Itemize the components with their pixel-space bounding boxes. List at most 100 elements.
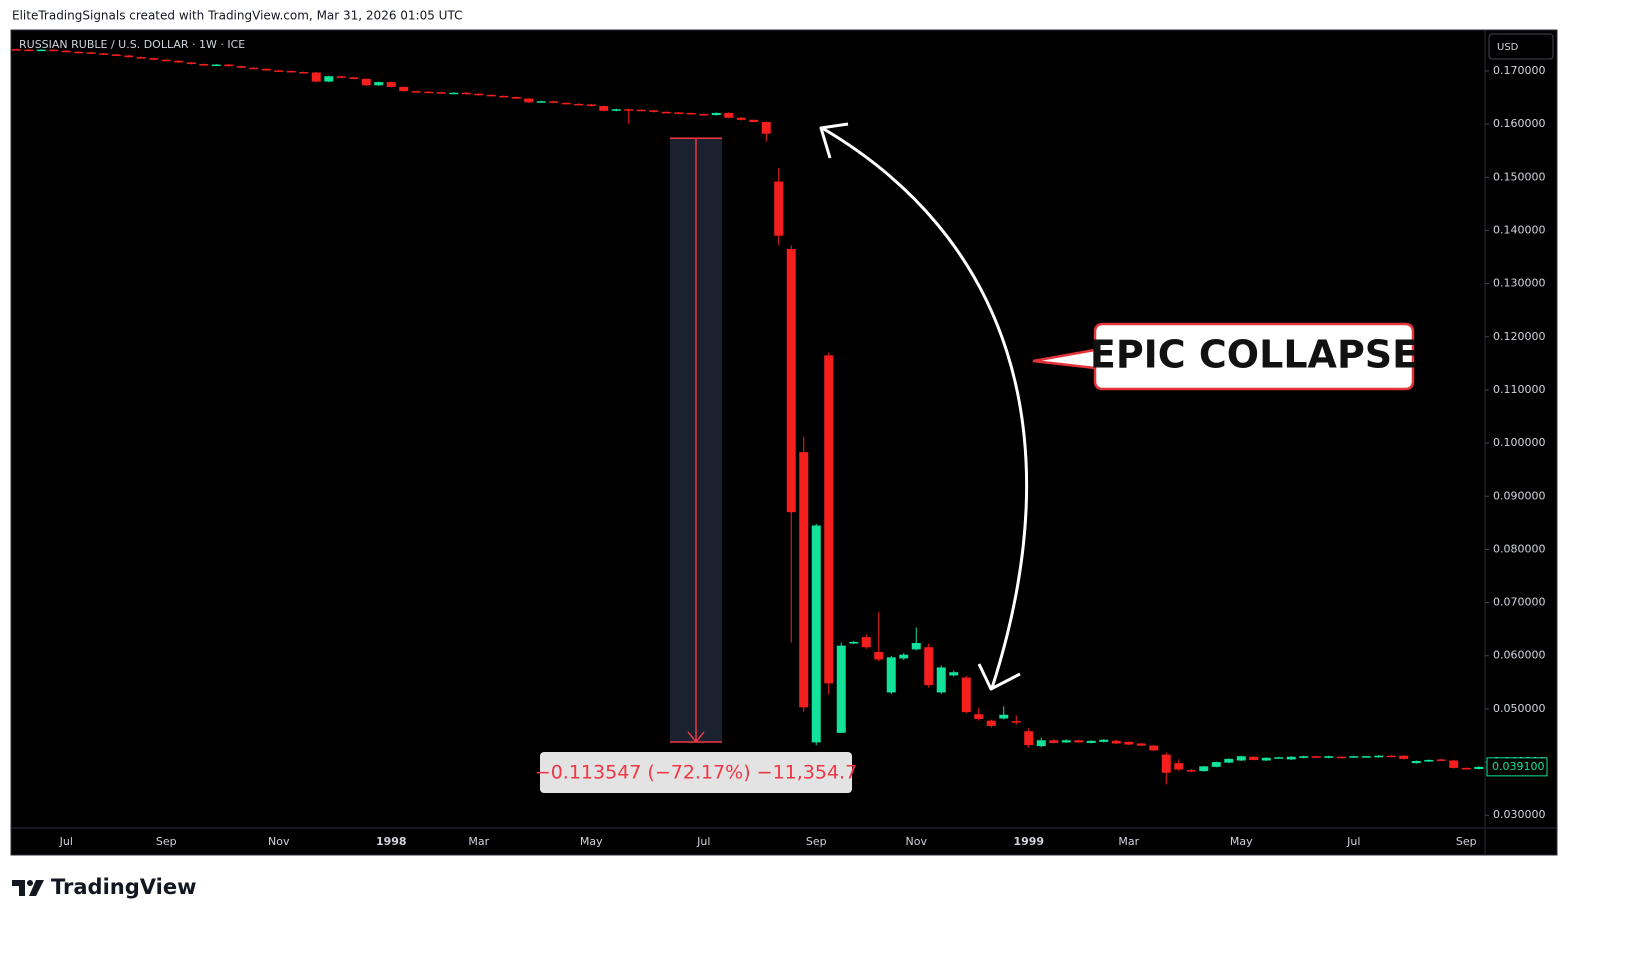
candle-body [924, 647, 934, 685]
y-tick-label: 0.060000 [1493, 649, 1546, 662]
candle-body [761, 121, 771, 134]
candle-body [961, 677, 971, 713]
x-tick-label: 1998 [376, 835, 407, 848]
candle-body [749, 119, 759, 122]
candle-body [1024, 731, 1034, 746]
x-tick-label: May [580, 835, 603, 848]
measure-label: −0.113547 (−72.17%) −11,354.7 [535, 762, 857, 784]
credit: EliteTradingSignals created with Trading… [12, 9, 462, 23]
candle-body [1149, 745, 1159, 751]
candle-body [999, 714, 1009, 719]
candle-body [524, 98, 534, 103]
candle-body [86, 52, 96, 54]
candle-body [211, 64, 221, 67]
candle-body [674, 112, 684, 114]
callout-box [1032, 322, 1415, 391]
candle-body [786, 249, 796, 513]
x-tick-label: Sep [806, 835, 827, 848]
x-tick-label: Jul [1346, 835, 1360, 848]
x-tick-label: Nov [906, 835, 928, 848]
candle-body [849, 641, 859, 644]
y-tick-label: 0.140000 [1493, 223, 1546, 236]
candle-body [99, 53, 109, 55]
candle-body [811, 525, 821, 743]
candle-body [186, 62, 196, 65]
callout-text: EPIC COLLAPSE [1090, 333, 1418, 377]
candle-body [1436, 759, 1446, 761]
candle-body [399, 86, 409, 92]
candle-body [1061, 740, 1071, 743]
candle-body [1374, 755, 1384, 758]
candle-body [274, 70, 284, 72]
candle-body [124, 55, 134, 58]
candle-body [1411, 761, 1421, 764]
candle-body [874, 652, 884, 660]
candle-body [1461, 767, 1471, 770]
candle-body [1199, 766, 1209, 772]
candle-body [724, 112, 734, 118]
candle-body [1274, 757, 1284, 759]
candle-body [499, 95, 509, 98]
candle-body [1336, 756, 1346, 759]
candle-body [11, 49, 21, 51]
arrow-head [977, 663, 1021, 691]
candle-body [986, 720, 996, 726]
x-tick-label: 1999 [1013, 835, 1044, 848]
candle-body [174, 60, 184, 63]
x-tick-label: Mar [468, 835, 489, 848]
candle-body [911, 642, 921, 650]
candle-body [374, 82, 384, 86]
currency: USD [1497, 42, 1519, 53]
candle-body [1036, 740, 1046, 747]
y-tick-label: 0.080000 [1493, 542, 1546, 555]
candle-body [699, 114, 709, 116]
candle-body [324, 76, 334, 82]
candle-body [1186, 770, 1196, 772]
currency-box[interactable] [1488, 33, 1554, 60]
candle-body [1399, 755, 1409, 759]
x-tick-label: Sep [156, 835, 177, 848]
x-tick-label: Jul [59, 835, 73, 848]
candle-body [261, 68, 271, 71]
candle-body [224, 64, 234, 67]
candle-body [361, 78, 371, 86]
y-tick-label: 0.160000 [1493, 117, 1546, 130]
candle-body [549, 101, 559, 103]
candle-body [1049, 740, 1059, 743]
candle-body [1424, 759, 1434, 762]
candle-body [161, 59, 171, 62]
candle-body [1086, 740, 1096, 743]
candle-body [74, 51, 84, 54]
y-tick-label: 0.130000 [1493, 277, 1546, 290]
candle-body [1136, 743, 1146, 746]
candle-body [1449, 760, 1459, 768]
x-tick-label: Nov [268, 835, 290, 848]
candle-body [561, 102, 571, 105]
candle-body [286, 70, 296, 73]
y-tick-label: 0.030000 [1493, 808, 1546, 821]
candle-body [1236, 756, 1246, 761]
measure-label-box [540, 752, 852, 793]
candle-body [486, 94, 496, 97]
candle-body [1111, 740, 1121, 744]
candle-body [511, 96, 521, 99]
candle-body [886, 657, 896, 693]
y-tick-label: 0.070000 [1493, 596, 1546, 609]
candle-body [411, 91, 421, 93]
candle-body [774, 181, 784, 236]
y-tick-label: 0.170000 [1493, 64, 1546, 77]
candle-body [686, 112, 696, 115]
symbol-title: RUSSIAN RUBLE / U.S. DOLLAR · 1W · ICE [19, 38, 245, 51]
candle-body [1299, 756, 1309, 758]
candle-body [1261, 757, 1271, 761]
candle-body [449, 92, 459, 95]
last-price-box [1486, 757, 1548, 777]
candle-body [1099, 739, 1109, 742]
candle-body [1249, 756, 1259, 760]
candle-body [1286, 756, 1296, 760]
candles [11, 48, 1484, 785]
candle-body [661, 111, 671, 114]
candle-body [1011, 721, 1021, 723]
x-tick-label: May [1230, 835, 1253, 848]
candle-body [386, 82, 396, 87]
